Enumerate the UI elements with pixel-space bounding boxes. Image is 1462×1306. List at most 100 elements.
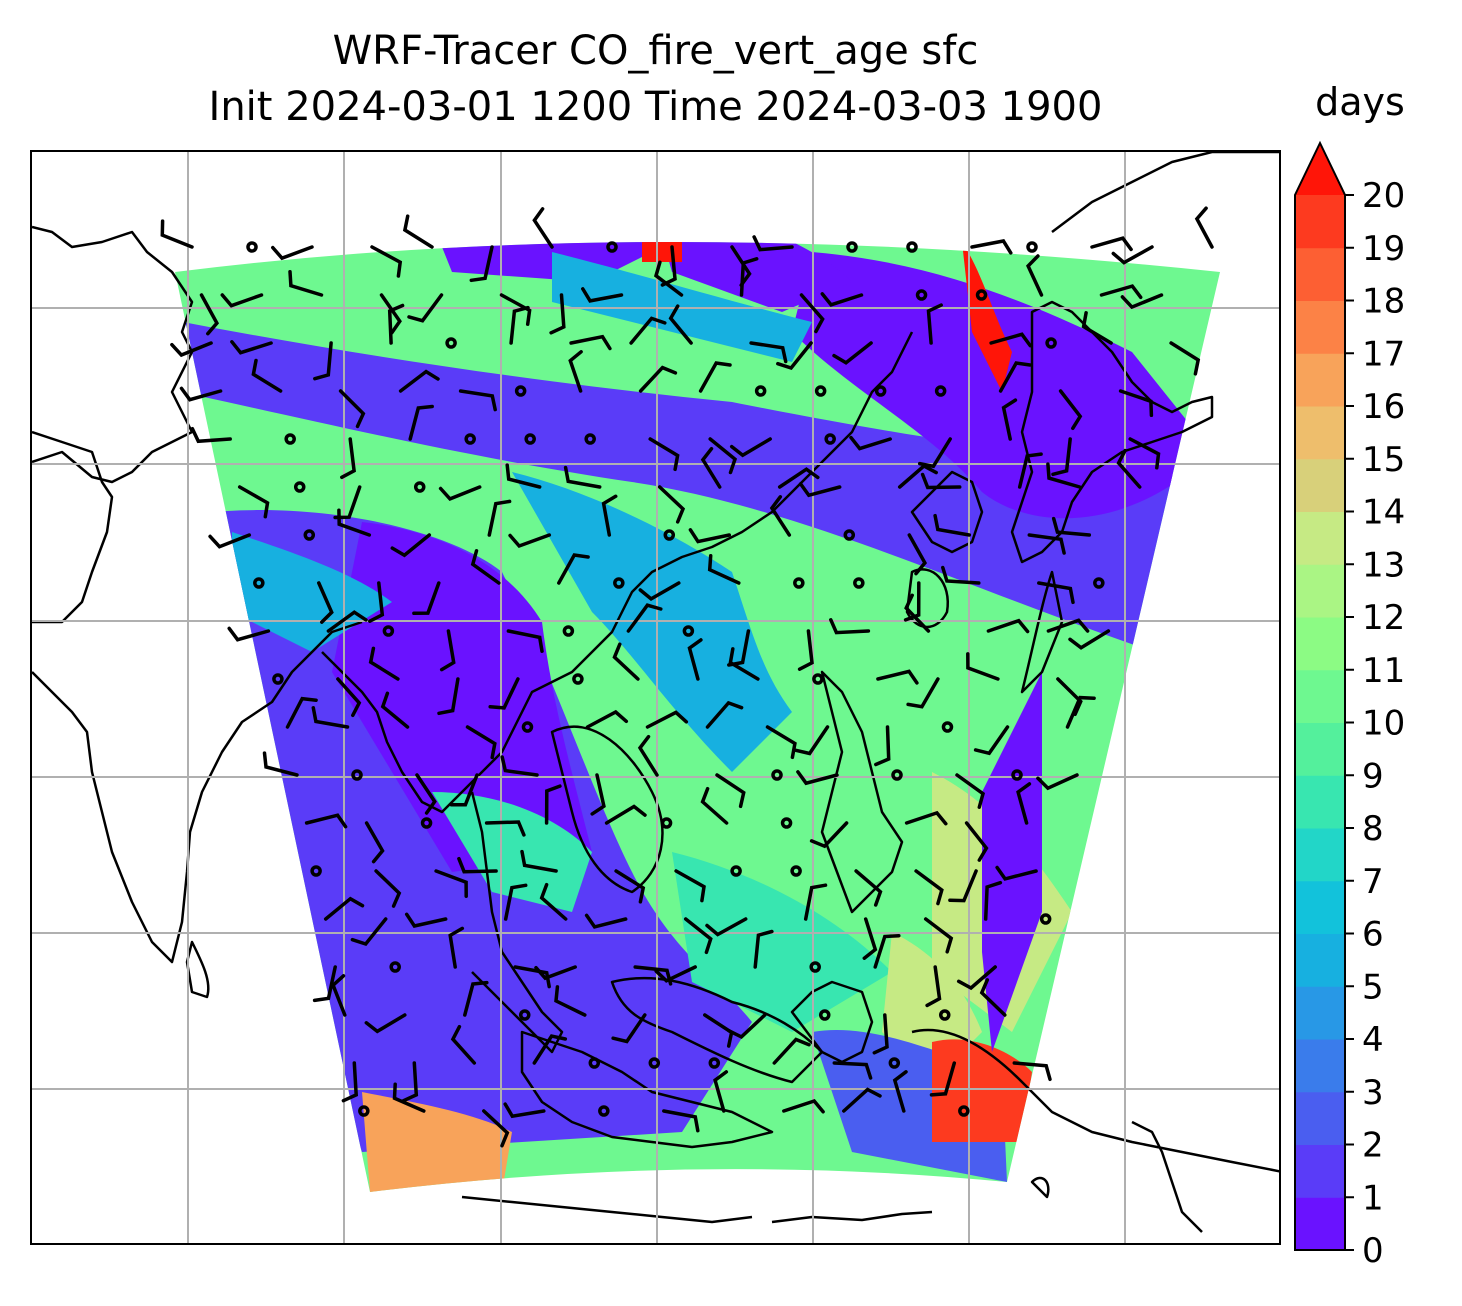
wind-barb (614, 869, 646, 904)
wind-barb (1027, 533, 1066, 555)
wind-barb (705, 700, 744, 729)
wind-barb (798, 482, 842, 498)
calm-wind-marker (843, 529, 856, 541)
wind-barb (508, 533, 552, 549)
wind-barb (668, 304, 693, 345)
wind-barb (539, 882, 568, 921)
wind-barb (707, 553, 741, 585)
wind-barb (973, 725, 1010, 756)
calm-wind-marker (814, 385, 827, 397)
calm-wind-marker (846, 241, 858, 253)
calm-wind-marker (514, 385, 527, 397)
wind-barb (340, 437, 356, 480)
calm-wind-marker (588, 1057, 601, 1069)
calm-wind-marker (284, 433, 296, 445)
wind-barb (862, 917, 878, 960)
colorbar-extend-max (1295, 143, 1345, 195)
wind-barb (262, 751, 299, 777)
calm-wind-marker (253, 577, 265, 589)
wind-barb (336, 677, 362, 718)
calm-wind-marker (708, 1057, 721, 1069)
calm-wind-marker (310, 865, 322, 877)
wind-barb (892, 1070, 908, 1113)
calm-wind-marker (382, 625, 395, 637)
colorbar-tick-label: 1 (1362, 1178, 1384, 1218)
wind-barb (488, 677, 520, 710)
calm-wind-marker (293, 481, 306, 493)
wind-barb (407, 293, 444, 323)
wind-barb (964, 821, 989, 862)
wind-barb (904, 593, 931, 633)
wind-barb (705, 917, 748, 937)
wind-barb (499, 293, 532, 326)
colorbar-band (1295, 986, 1345, 1040)
wind-barb (698, 361, 732, 393)
wind-barb (368, 581, 385, 623)
wind-barb (387, 303, 405, 345)
wind-barb (438, 485, 482, 501)
calm-wind-marker (754, 385, 767, 397)
chart-subtitle: Init 2024-03-01 1200 Time 2024-03-03 190… (208, 84, 1103, 130)
wind-barb (554, 985, 587, 1017)
colorbar-tick-label: 4 (1362, 1020, 1384, 1060)
wind-barb (463, 980, 489, 1017)
wind-barb (458, 389, 497, 412)
wind-barb (777, 467, 820, 489)
wind-barb (1056, 677, 1083, 717)
wind-barb (237, 485, 270, 519)
wind-barb (1001, 398, 1018, 441)
wind-barb (401, 1061, 419, 1103)
wind-barb (648, 437, 680, 472)
wind-barb (829, 618, 871, 635)
wind-barb (379, 293, 402, 335)
wind-barb (715, 773, 746, 809)
colorbar-tick-label: 19 (1362, 229, 1405, 269)
wind-barb (581, 287, 624, 303)
wind-barb (312, 965, 337, 1003)
calm-wind-marker (389, 961, 401, 973)
calm-wind-marker (934, 385, 947, 397)
wind-barb (1169, 341, 1201, 376)
colorbar-tick-label: 0 (1362, 1231, 1384, 1268)
wind-barb (897, 463, 938, 489)
calm-wind-marker (606, 241, 618, 253)
colorbar-band (1295, 1197, 1345, 1251)
colorbar-tick-label: 13 (1362, 545, 1405, 585)
wind-barb (796, 770, 839, 786)
chart-title: WRF-Tracer CO_fire_vert_age sfc (332, 28, 979, 74)
calm-wind-marker (771, 769, 783, 781)
calm-wind-marker (874, 385, 887, 397)
colorbar-tick-label: 16 (1362, 387, 1405, 427)
wind-barb (568, 350, 583, 393)
calm-wind-marker (888, 1057, 901, 1069)
calm-wind-marker (663, 529, 676, 541)
wind-barb (304, 813, 348, 829)
wind-barb (1111, 245, 1154, 265)
wind-barb (970, 239, 1013, 255)
wind-barb (979, 978, 1007, 1017)
wind-barb (437, 677, 460, 716)
wind-barb (983, 880, 1003, 921)
colorbar-tick-label: 9 (1362, 756, 1384, 796)
wind-barb (604, 804, 647, 825)
colorbar-band (1295, 406, 1345, 460)
wind-barb (1099, 284, 1143, 300)
calm-wind-marker (824, 433, 836, 445)
calm-wind-marker (941, 721, 954, 733)
colorbar-band (1295, 247, 1345, 301)
wind-barb (331, 974, 347, 1017)
wind-barb (509, 305, 530, 345)
wind-barb (288, 269, 324, 297)
wind-barb (638, 581, 681, 602)
calm-wind-marker (464, 433, 476, 445)
wind-barb (794, 725, 830, 756)
calm-wind-marker (572, 673, 584, 685)
wind-barb (612, 642, 640, 681)
wind-barb (392, 1082, 426, 1113)
wind-barb (439, 629, 456, 672)
calm-wind-marker (1011, 769, 1023, 781)
wind-barb (470, 549, 501, 585)
wind-barb (903, 581, 921, 622)
